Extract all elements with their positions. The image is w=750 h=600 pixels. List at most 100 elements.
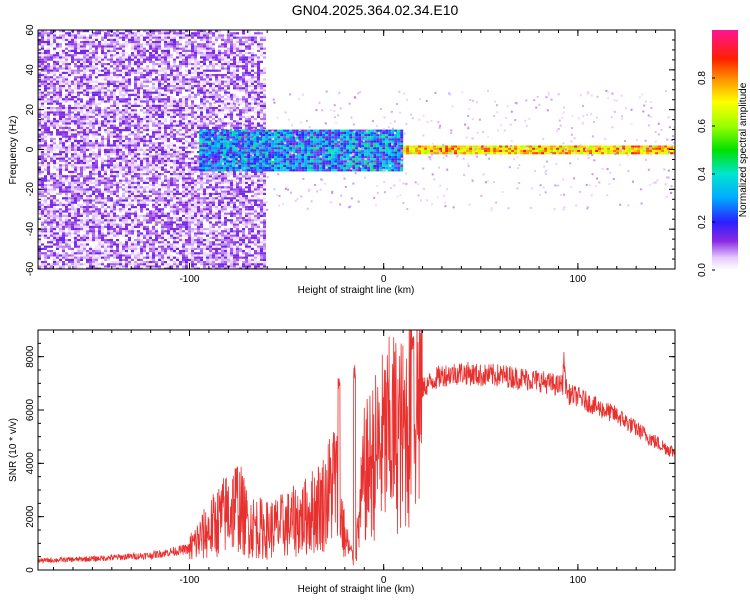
heat-cell [44, 124, 47, 127]
heat-cell [161, 122, 164, 125]
heat-cell [95, 234, 98, 237]
heat-cell [86, 52, 89, 55]
heat-cell [116, 60, 119, 63]
heat-cell [197, 36, 200, 39]
heat-cell [128, 230, 131, 233]
heat-cell [41, 221, 44, 224]
heat-cell [212, 188, 215, 191]
heat-cell [140, 254, 143, 257]
heat-cell [176, 225, 179, 228]
heat-cell [38, 65, 41, 68]
heat-cell [95, 76, 98, 79]
heat-cell [137, 98, 140, 101]
heat-cell [65, 93, 68, 96]
heat-cell [140, 239, 143, 242]
heat-cell [38, 181, 41, 184]
heat-cell [149, 135, 152, 138]
heat-cell [80, 36, 83, 39]
heat-cell [47, 63, 50, 66]
heat-cell [143, 245, 146, 248]
heat-cell [137, 184, 140, 187]
heat-cell [176, 177, 179, 180]
heat-cell [47, 67, 50, 70]
heat-cell [98, 247, 101, 250]
heat-cell [167, 67, 170, 70]
heat-cell [74, 162, 77, 165]
heat-cell [143, 137, 146, 140]
heat-cell [95, 52, 98, 55]
heat-cell [107, 47, 110, 50]
heat-cell [116, 100, 119, 103]
heat-cell [128, 36, 131, 39]
heat-cell [152, 111, 155, 114]
heat-cell [134, 250, 137, 253]
heat-cell [176, 164, 179, 167]
heat-cell [191, 45, 194, 48]
heat-cell [47, 155, 50, 158]
heat-cell [146, 58, 149, 61]
heat-cell [182, 54, 185, 57]
heat-cell [98, 168, 101, 171]
heat-cell [125, 78, 128, 81]
heat-cell [110, 192, 113, 195]
heat-cell [158, 126, 161, 129]
heat-cell [179, 175, 182, 178]
heat-cell [152, 230, 155, 233]
heat-cell [143, 100, 146, 103]
heat-cell [179, 43, 182, 46]
heat-cell [200, 199, 203, 202]
heat-cell [41, 78, 44, 81]
heat-cell [131, 212, 134, 215]
heat-cell [80, 219, 83, 222]
heat-cell [131, 168, 134, 171]
heat-cell [197, 60, 200, 63]
heat-cell [80, 252, 83, 255]
heat-cell [176, 91, 179, 94]
heat-cell [74, 265, 77, 268]
heat-cell [80, 203, 83, 206]
heat-cell [80, 192, 83, 195]
heat-cell [149, 140, 152, 143]
heat-cell [197, 47, 200, 50]
heat-cell [134, 76, 137, 79]
heat-cell [47, 250, 50, 253]
heat-cell [59, 217, 62, 220]
heat-cell [203, 206, 206, 209]
heat-cell [197, 107, 200, 110]
heat-cell [161, 208, 164, 211]
heat-cell [137, 69, 140, 72]
heat-cell [173, 159, 176, 162]
heat-cell [56, 236, 59, 239]
heat-cell [140, 267, 143, 269]
heat-cell [47, 49, 50, 52]
heat-cell [191, 192, 194, 195]
heat-cell [50, 221, 53, 224]
heat-cell [161, 67, 164, 70]
heat-cell [68, 45, 71, 48]
heat-cell [206, 228, 209, 231]
heat-cell [212, 98, 215, 101]
heat-cell [62, 129, 65, 132]
heat-cell [53, 221, 56, 224]
heat-cell [134, 197, 137, 200]
heat-cell [80, 190, 83, 193]
heat-cell [146, 173, 149, 176]
heat-cell [218, 173, 221, 176]
heat-cell [104, 245, 107, 248]
heat-cell [95, 104, 98, 107]
heat-cell [182, 151, 185, 154]
heat-cell [68, 137, 71, 140]
heat-cell [188, 142, 191, 145]
heat-cell [185, 243, 188, 246]
heat-cell [176, 210, 179, 213]
heat-cell [188, 126, 191, 129]
heat-cell [197, 87, 200, 90]
heat-cell [62, 49, 65, 52]
heat-cell [74, 192, 77, 195]
heat-cell [53, 126, 56, 129]
heat-cell [149, 142, 152, 145]
heat-cell [71, 177, 74, 180]
heat-cell [218, 214, 221, 217]
heat-cell [104, 41, 107, 44]
heat-cell [206, 82, 209, 85]
